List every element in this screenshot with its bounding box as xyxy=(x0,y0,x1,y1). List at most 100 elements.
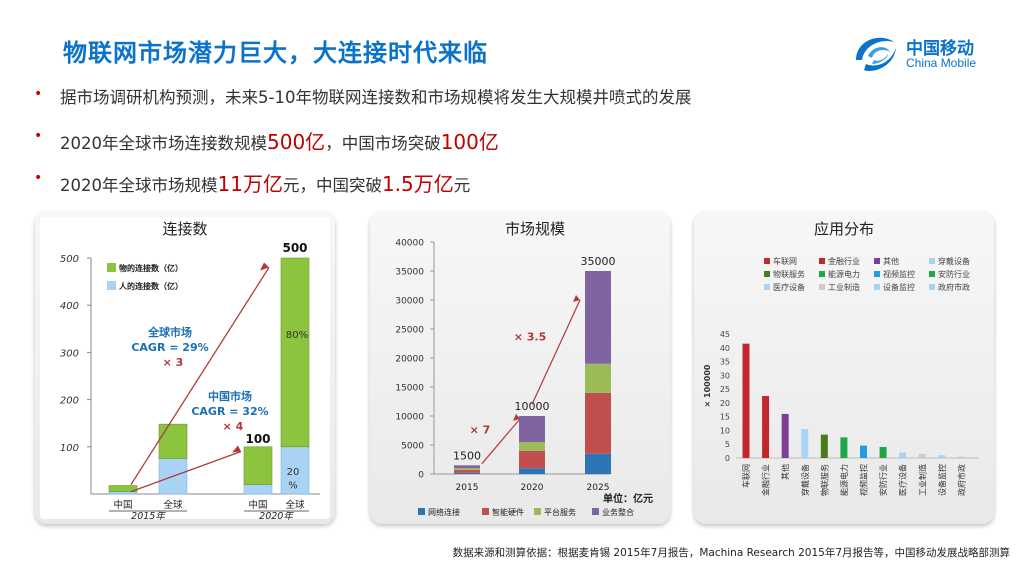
legend-label: 工业制造 xyxy=(828,282,860,292)
legend-swatch xyxy=(418,508,425,515)
x-tick-label: 视频监控 xyxy=(859,464,869,496)
legend-label: 医疗设备 xyxy=(773,282,805,292)
y-tick-label: 10 xyxy=(720,426,730,435)
bar-people-connections xyxy=(243,484,273,495)
legend-label: 视频监控 xyxy=(883,269,915,279)
legend-label: 设备监控 xyxy=(883,282,915,292)
bullet-text-part: 2020年全球市场规模 xyxy=(60,176,218,195)
y-tick-label: 25000 xyxy=(395,326,424,336)
logo-text-en: China Mobile xyxy=(906,56,977,70)
bar-segment xyxy=(454,465,480,469)
x-tick-label: 全球 xyxy=(163,499,183,511)
bullet-text: 2020年全球市场连接数规模500亿，中国市场突破100亿 xyxy=(60,126,499,155)
x-tick-label: 穿戴设备 xyxy=(800,464,810,496)
bar-segment xyxy=(454,472,480,474)
y-tick-label: 0 xyxy=(418,471,424,481)
y-tick-label: 15 xyxy=(720,413,730,422)
legend-label: 政府市政 xyxy=(938,282,970,292)
bar xyxy=(938,455,946,458)
legend-swatch xyxy=(874,258,880,264)
chart-bg xyxy=(40,217,330,519)
x-tick-label: 政府市政 xyxy=(956,464,966,496)
bar-total-label: 10000 xyxy=(515,400,550,413)
growth-arrow-head-icon xyxy=(573,295,580,302)
bar xyxy=(899,452,907,458)
y-tick-label: 20 xyxy=(720,399,730,408)
x-tick-label: 安防行业 xyxy=(878,464,888,496)
bar-segment xyxy=(585,453,611,474)
y-tick-label: 25 xyxy=(720,385,730,394)
bar xyxy=(840,437,848,458)
y-tick-label: 5000 xyxy=(401,442,424,452)
bar-pct-label: 20 xyxy=(287,467,300,478)
legend-label: 穿戴设备 xyxy=(938,256,970,266)
annotation-china-multiplier: × 4 xyxy=(223,420,244,433)
bar-segment xyxy=(454,469,480,473)
x-group-label: 2020年 xyxy=(259,510,294,522)
logo-text-cn: 中国移动 xyxy=(906,39,974,59)
y-tick-label: 45 xyxy=(720,330,730,339)
x-tick-label: 其他 xyxy=(780,464,790,480)
bullet-dot-icon: • xyxy=(34,86,43,102)
legend-swatch xyxy=(929,271,935,277)
growth-arrow-line xyxy=(531,299,581,405)
bar-pct-label: 80% xyxy=(286,330,308,341)
growth-arrow-head-icon xyxy=(232,445,241,453)
bar xyxy=(860,445,867,458)
legend-label: 车联网 xyxy=(773,256,797,266)
bar xyxy=(957,456,965,458)
bar-value-label: 500 xyxy=(282,241,307,255)
bar-segment xyxy=(585,363,611,393)
bullet-highlight: 11万亿 xyxy=(217,172,283,196)
y-tick-label: 500 xyxy=(60,254,79,265)
legend-swatch xyxy=(874,271,880,277)
legend-swatch xyxy=(592,508,599,515)
x-tick-label: 金融行业 xyxy=(761,464,771,496)
x-tick-label: 2020 xyxy=(521,483,544,493)
annotation-china: 中国市场 xyxy=(208,389,252,403)
annotation-global-cagr: CAGR = 29% xyxy=(131,341,208,354)
legend-swatch xyxy=(819,284,825,290)
unit-label: 单位：亿元 xyxy=(603,492,653,505)
bar xyxy=(820,434,828,458)
bullet-dot-icon: • xyxy=(34,170,43,186)
x-tick-label: 工业制造 xyxy=(917,464,927,496)
chart-title: 应用分布 xyxy=(814,220,874,238)
bar-segment xyxy=(519,468,545,474)
y-tick-label: 5 xyxy=(725,440,730,449)
legend-swatch xyxy=(482,508,489,515)
y-tick-label: 0 xyxy=(725,454,730,463)
bar xyxy=(762,396,770,458)
bullet-highlight: 100亿 xyxy=(440,130,499,154)
y-tick-label: 40 xyxy=(720,344,730,353)
y-tick-label: 15000 xyxy=(395,384,424,394)
growth-arrow-head-icon xyxy=(513,413,520,421)
growth-arrow-line xyxy=(130,267,270,485)
bar-people-connections xyxy=(280,446,310,495)
y-tick-label: 35000 xyxy=(395,268,424,278)
x-tick-label: 2025 xyxy=(587,483,610,493)
legend-swatch xyxy=(764,258,770,264)
legend-label: 物联服务 xyxy=(773,269,805,279)
y-tick-label: 200 xyxy=(60,396,79,407)
y-axis-label: × 100000 xyxy=(703,364,712,407)
panel-connections: 连接数 100 200 300 400 500 中国 全球 中国 全球 2015年 2020年 500 1… xyxy=(35,212,335,524)
legend-label: 人的连接数（亿） xyxy=(119,281,183,291)
x-tick-label: 物联服务 xyxy=(819,464,829,496)
bullet-text: 2020年全球市场规模11万亿元，中国突破1.5万亿元 xyxy=(60,168,470,197)
legend-swatch xyxy=(819,258,825,264)
legend-label: 平台服务 xyxy=(544,507,576,517)
growth-arrow-head-icon xyxy=(260,262,269,271)
legend-swatch xyxy=(929,284,935,290)
bar-segment xyxy=(519,450,545,469)
bar-total-label: 1500 xyxy=(453,449,481,462)
x-tick-label: 医疗设备 xyxy=(898,464,908,496)
x-tick-label: 2015 xyxy=(456,483,479,493)
bar-pct-label: % xyxy=(288,480,298,491)
legend-label: 业务整合 xyxy=(602,507,634,517)
china-mobile-logo-icon xyxy=(856,37,896,72)
bullet-highlight: 1.5万亿 xyxy=(381,172,454,196)
legend-swatch-people xyxy=(107,281,116,290)
bar-thing-connections xyxy=(158,423,188,459)
legend-swatch xyxy=(874,284,880,290)
